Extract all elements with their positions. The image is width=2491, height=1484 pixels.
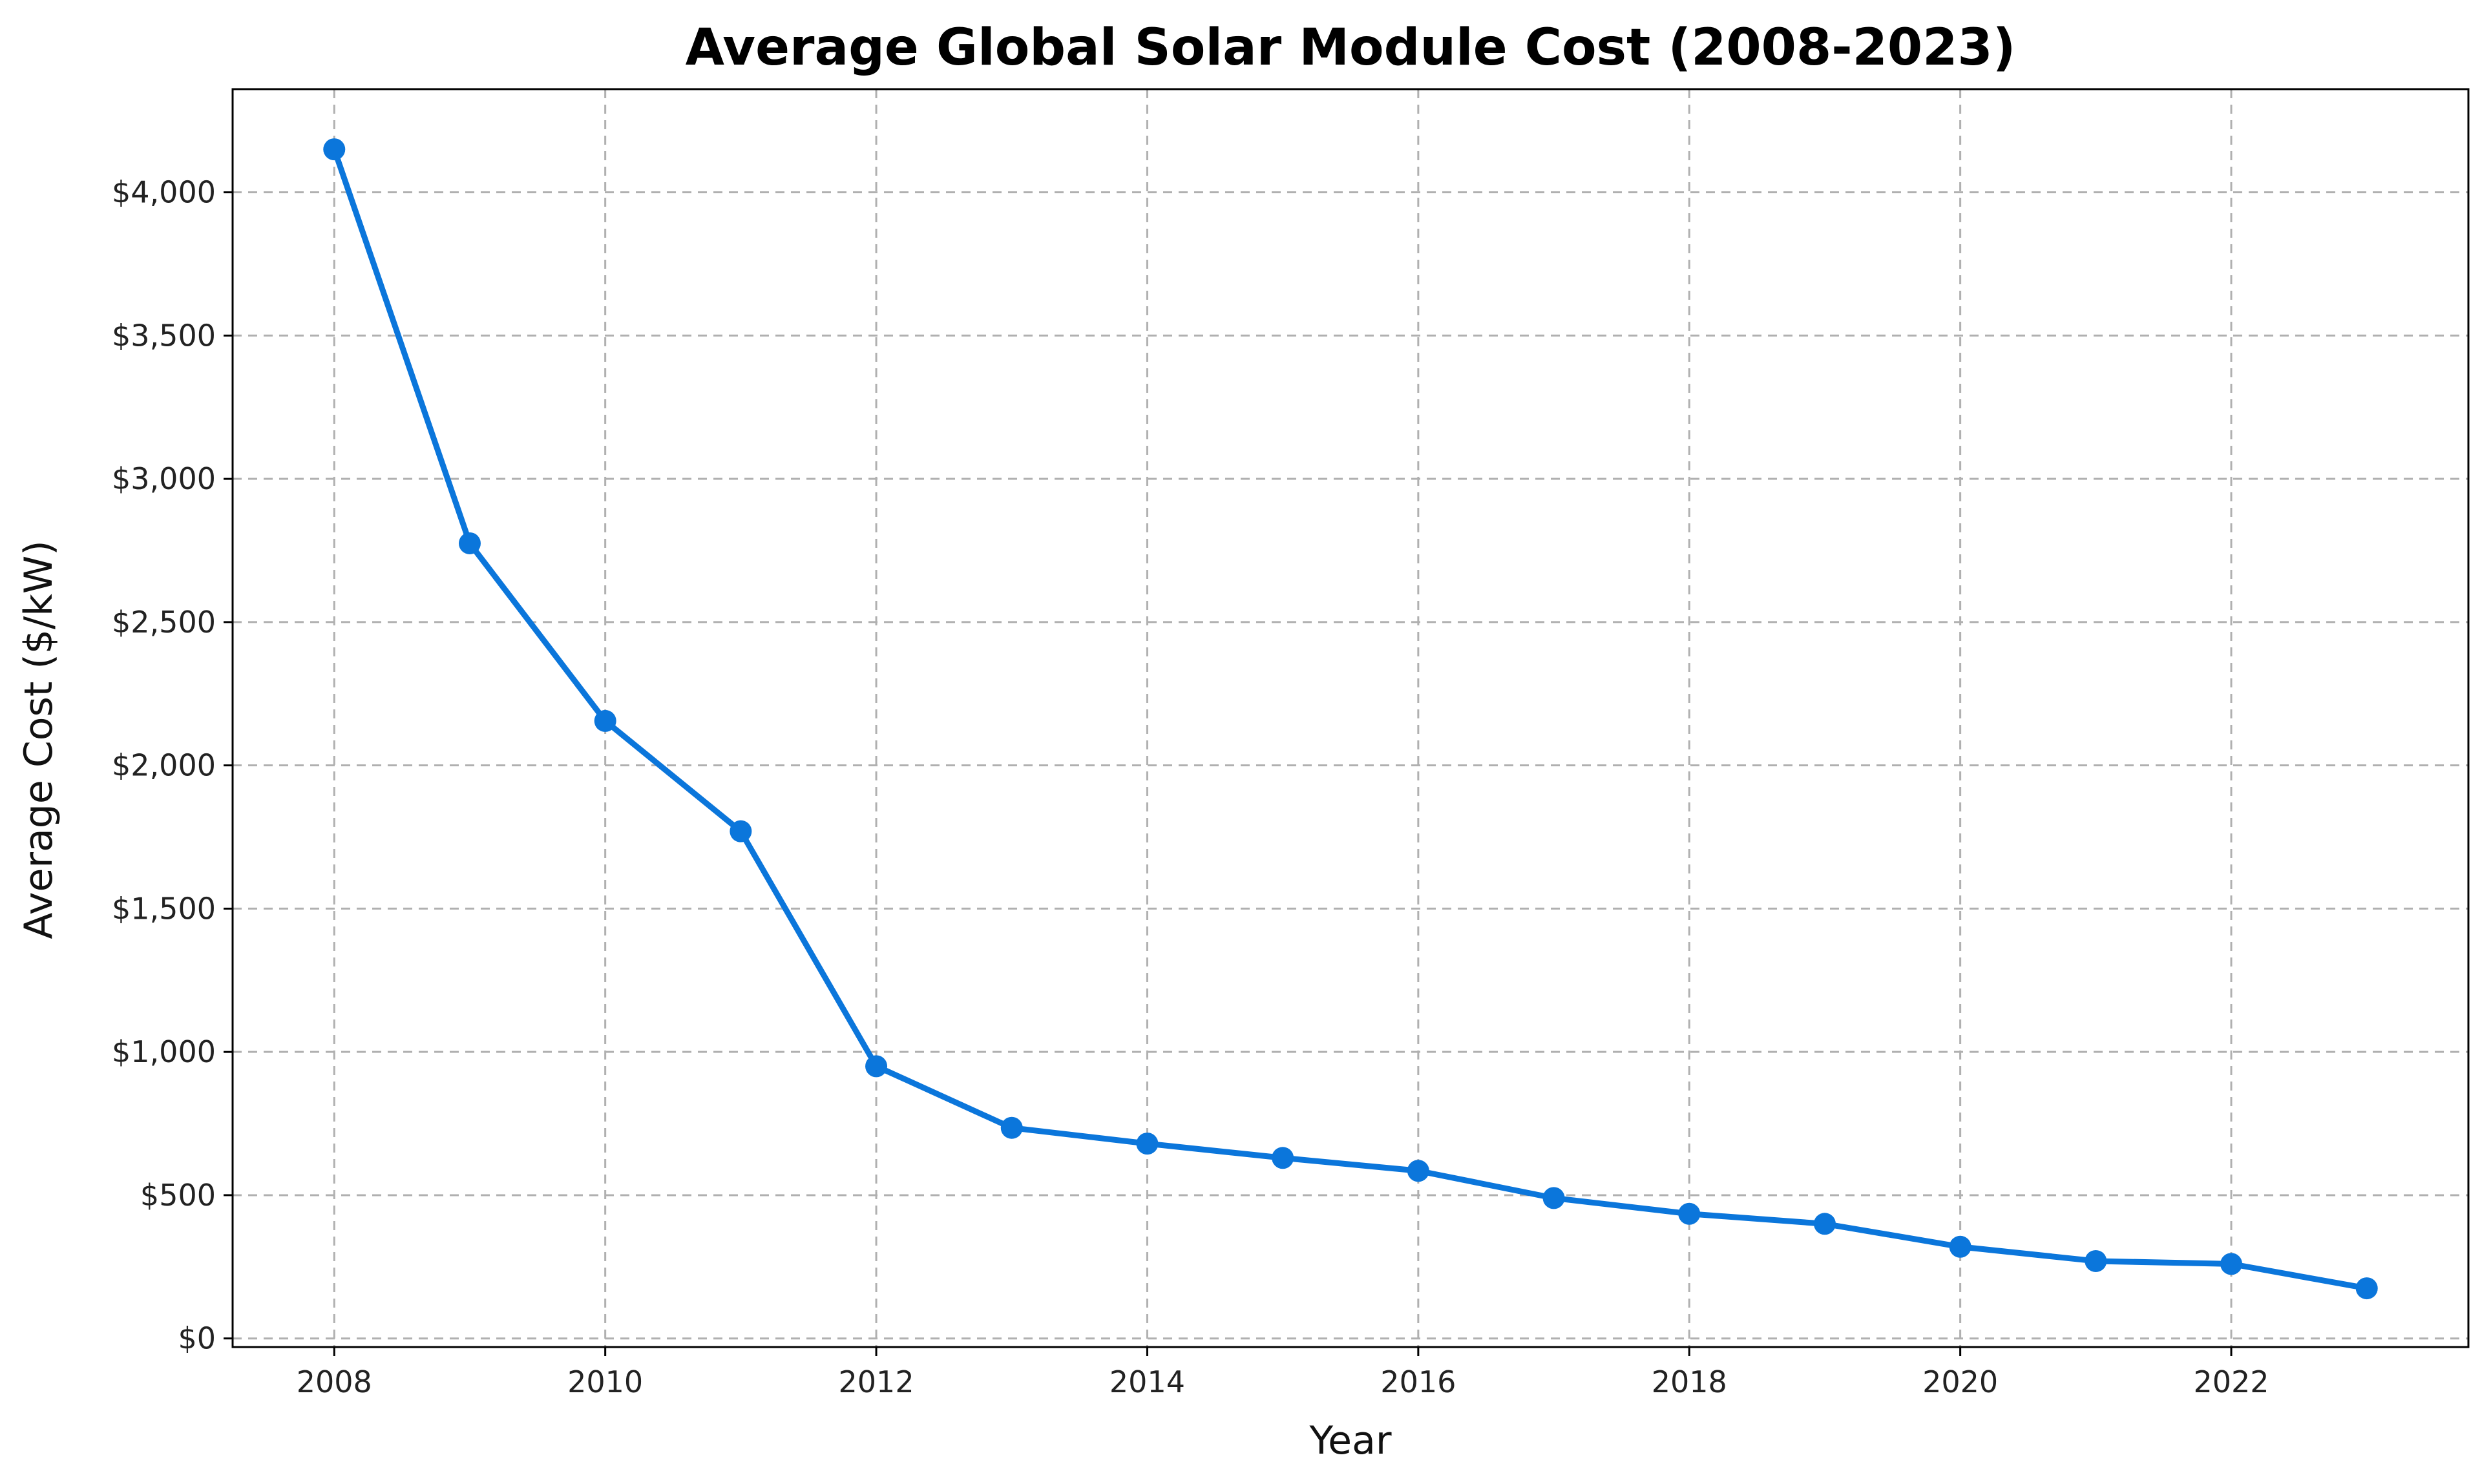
x-tick-label: 2020 <box>1922 1364 1998 1399</box>
data-point <box>1542 1187 1565 1209</box>
x-tick-label: 2018 <box>1652 1364 1727 1399</box>
y-tick-label: $3,000 <box>112 461 216 496</box>
x-tick-label: 2014 <box>1109 1364 1185 1399</box>
y-tick-label: $0 <box>178 1321 216 1356</box>
x-tick-label: 2012 <box>839 1364 914 1399</box>
y-tick-label: $1,500 <box>112 891 216 926</box>
data-point <box>1000 1116 1023 1139</box>
y-tick-label: $3,500 <box>112 318 216 353</box>
data-point <box>2355 1277 2378 1300</box>
data-point <box>1272 1147 1294 1169</box>
plot-frame <box>231 88 2470 1348</box>
data-point <box>865 1055 888 1078</box>
data-point <box>323 138 346 161</box>
grid <box>233 89 2468 1347</box>
y-tick-label: $2,500 <box>112 605 216 640</box>
y-tick-label: $4,000 <box>112 175 216 210</box>
data-point <box>458 532 481 554</box>
x-tick-label: 2022 <box>2193 1364 2269 1399</box>
y-tick-label: $1,000 <box>112 1034 216 1069</box>
data-point <box>1136 1133 1159 1155</box>
axes: 2008 2010 2012 2014 2016 2018 2020 2022 $0 $500 $1… <box>112 88 2470 1399</box>
data-point <box>1407 1160 1429 1182</box>
y-tick-label: $500 <box>140 1178 216 1213</box>
data-point <box>2085 1249 2107 1272</box>
data-point <box>1678 1202 1701 1225</box>
data-point <box>1949 1235 1971 1258</box>
x-axis-label: Year <box>1309 1418 1391 1463</box>
data-point <box>594 709 616 732</box>
x-tick-label: 2010 <box>567 1364 643 1399</box>
chart-title: Average Global Solar Module Cost (2008-2… <box>686 19 2016 77</box>
data-point <box>1813 1213 1836 1235</box>
x-tick-label: 2016 <box>1380 1364 1456 1399</box>
x-tick-label: 2008 <box>297 1364 372 1399</box>
data-point <box>730 820 752 842</box>
series-line <box>331 146 2370 1291</box>
y-axis-label: Average Cost ($/kW) <box>16 540 61 939</box>
y-tick-label: $2,000 <box>112 748 216 783</box>
data-point <box>2220 1253 2243 1275</box>
series-layer <box>323 138 2378 1300</box>
